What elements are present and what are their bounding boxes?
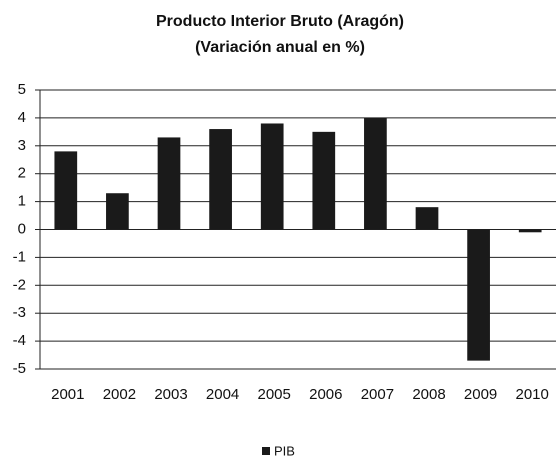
bar — [312, 131, 336, 230]
x-tick-label: 2007 — [361, 386, 394, 403]
y-tick-label: 1 — [18, 193, 26, 210]
y-tick-label: -1 — [13, 248, 26, 265]
legend-swatch — [262, 447, 270, 455]
bar — [415, 207, 439, 230]
x-tick-label: 2006 — [309, 386, 342, 403]
chart-title: Producto Interior Bruto (Aragón) — [156, 13, 404, 30]
bar — [467, 229, 490, 361]
y-tick-label: -4 — [13, 332, 26, 349]
bar — [260, 123, 284, 230]
x-tick-label: 2009 — [464, 386, 497, 403]
x-tick-label: 2003 — [154, 386, 187, 403]
x-tick-label: 2008 — [412, 386, 445, 403]
y-tick-label: -5 — [13, 360, 26, 377]
bar — [157, 137, 181, 230]
bar — [54, 151, 78, 230]
x-tick-label: 2005 — [258, 386, 291, 403]
y-tick-label: 2 — [18, 165, 26, 182]
x-tick-label: 2002 — [103, 386, 136, 403]
y-tick-label: 5 — [18, 81, 26, 98]
y-tick-label: -2 — [13, 276, 26, 293]
x-tick-label: 2010 — [516, 386, 549, 403]
bar — [518, 229, 542, 233]
y-tick-label: 3 — [18, 137, 26, 154]
bar — [106, 193, 129, 230]
x-tick-label: 2004 — [206, 386, 239, 403]
bar — [364, 117, 387, 230]
y-tick-label: 4 — [18, 109, 26, 126]
x-tick-label: 2001 — [51, 386, 84, 403]
y-tick-label: 0 — [18, 220, 26, 237]
chart-subtitle: (Variación anual en %) — [195, 39, 365, 56]
y-tick-label: -3 — [13, 304, 26, 321]
legend-label: PIB — [274, 443, 295, 458]
bar — [209, 129, 232, 230]
